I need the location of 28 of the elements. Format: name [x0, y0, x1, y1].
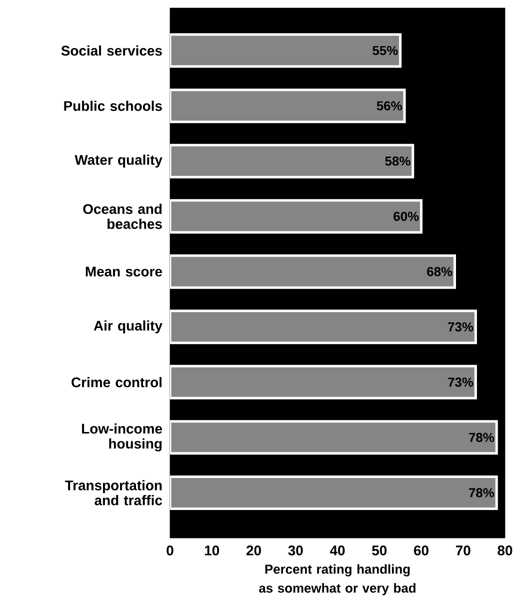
data-label: 56%: [376, 101, 402, 110]
x-tick-label: 20: [246, 546, 261, 556]
y-tick-label: Crime control: [72, 377, 162, 388]
data-label: 78%: [469, 432, 494, 442]
data-label: 55%: [372, 46, 398, 56]
data-label: 73%: [448, 322, 474, 332]
y-tick-label: Low-income housing: [82, 423, 162, 452]
x-tick-label: 50: [372, 546, 387, 556]
x-tick-label: 30: [288, 546, 303, 556]
y-tick-label: Oceans and beaches: [83, 204, 162, 229]
x-axis-title: Percent rating handling as somewhat or very bad: [259, 564, 416, 596]
x-tick-label: 70: [456, 546, 470, 556]
y-tick-label: Public schools: [64, 100, 162, 111]
y-tick-label: Social services: [61, 45, 162, 56]
y-tick-label: Water quality: [74, 154, 162, 168]
x-tick-label: 0: [166, 546, 174, 556]
x-tick-label: 40: [330, 546, 345, 556]
y-tick-label: Transportation and traffic: [64, 480, 162, 506]
x-tick-label: 60: [414, 546, 428, 556]
data-label: 68%: [427, 267, 452, 276]
y-tick-label: Mean score: [86, 266, 162, 276]
x-tick-label: 80: [498, 546, 512, 556]
y-tick-label: Air quality: [94, 320, 162, 334]
data-label: 60%: [394, 212, 419, 221]
data-label: 73%: [448, 378, 474, 387]
x-tick-label: 10: [204, 546, 220, 556]
data-label: 78%: [469, 488, 494, 498]
data-label: 58%: [385, 156, 410, 166]
